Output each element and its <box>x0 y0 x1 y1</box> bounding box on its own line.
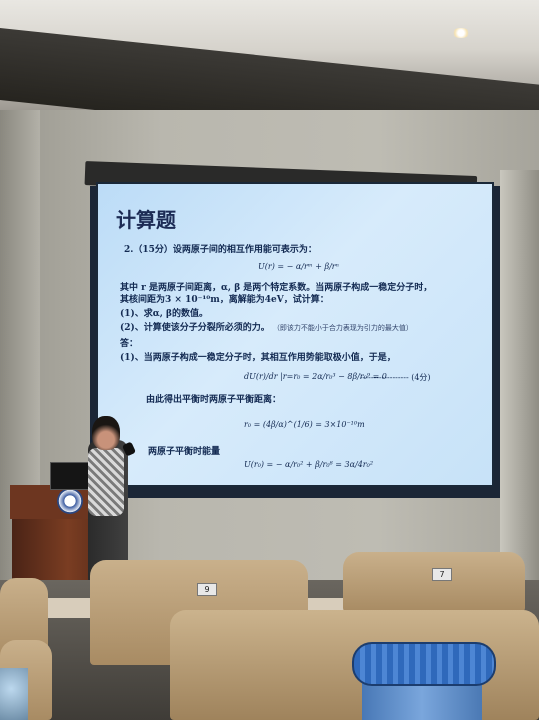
ceiling-light <box>452 28 470 38</box>
answer-line-1: (1)、当两原子构成一稳定分子时，其相互作用势能取极小值，于是， <box>120 353 396 363</box>
equation-equilibrium-energy: U(r₀) = − α/r₀² + β/r₀⁸ = 3α/4r₀² <box>244 460 374 469</box>
question-2-text: (2)、计算使该分子分裂所必须的力。 <box>120 323 270 333</box>
score-marker: ------------------ (4分) <box>360 373 431 382</box>
answer-label: 答： <box>120 339 139 349</box>
equation-energy: U(r) = − α/rᵐ + β/rⁿ <box>258 262 339 271</box>
question-2-note: （即该力不能小于合力表现为引力的最大值） <box>272 324 413 332</box>
equation-derivative: dU(r)/dr |r=r₀ = 2α/r₀³ − 8β/r₀⁹ = 0 <box>244 372 387 381</box>
seat-number-label: 9 <box>197 583 217 596</box>
problem-statement: 2.（15分）设两原子间的相互作用能可表示为： <box>124 245 317 255</box>
presenter-head <box>92 416 120 450</box>
slide-title: 计算题 <box>116 208 176 232</box>
presenter-shirt <box>88 448 124 516</box>
projected-slide: 计算题 2.（15分）设两原子间的相互作用能可表示为： U(r) = − α/r… <box>96 182 494 487</box>
seat <box>343 552 525 612</box>
problem-line-1: 其中 r 是两原子间距离，α, β 是两个特定系数。当两原子构成一稳定分子时， <box>120 283 433 293</box>
wall-right-panel <box>500 170 539 580</box>
water-bottle-cap <box>352 642 496 686</box>
podium-logo-icon <box>57 488 83 514</box>
answer-line-2: 由此得出平衡时两原子平衡距离： <box>146 395 282 405</box>
bag <box>0 668 28 720</box>
answer-line-3: 两原子平衡时能量 <box>148 447 221 457</box>
question-1: (1)、求α, β的数值。 <box>120 309 208 319</box>
seat-number-label: 7 <box>432 568 452 581</box>
question-2: (2)、计算使该分子分裂所必须的力。 （即该力不能小于合力表现为引力的最大值） <box>120 320 413 333</box>
equation-equilibrium-distance: r₀ = (4β/α)^(1/6) = 3×10⁻¹⁰m <box>244 420 365 429</box>
problem-line-2: 其核间距为3 × 10⁻¹⁰m，离解能为4eV，试计算： <box>120 295 329 305</box>
